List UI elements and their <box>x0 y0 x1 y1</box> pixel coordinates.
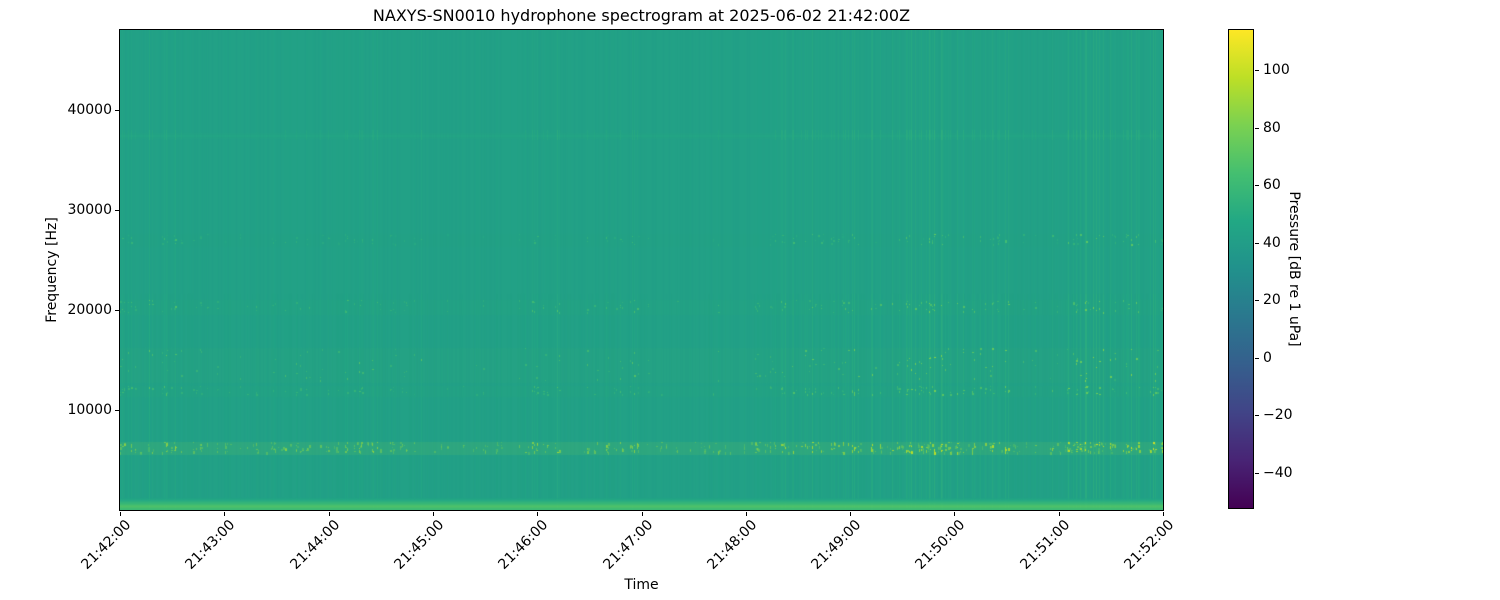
x-tick-mark <box>850 512 851 516</box>
spectrogram-canvas <box>120 30 1163 510</box>
x-tick-label: 21:44:00 <box>287 517 344 573</box>
colorbar-tick-mark <box>1255 70 1259 71</box>
figure-title: NAXYS-SN0010 hydrophone spectrogram at 2… <box>372 6 911 25</box>
x-tick-mark <box>642 512 643 516</box>
colorbar-tick-label: 20 <box>1263 292 1281 308</box>
y-tick-mark <box>115 110 119 111</box>
x-tick-mark <box>433 512 434 516</box>
y-tick-label: 40000 <box>67 102 112 118</box>
plot-area <box>119 29 1164 511</box>
x-tick-label: 21:48:00 <box>704 517 761 573</box>
y-tick-mark <box>115 410 119 411</box>
x-tick-label: 21:50:00 <box>912 517 969 573</box>
x-tick-label: 21:52:00 <box>1121 517 1178 573</box>
colorbar-tick-mark <box>1255 128 1259 129</box>
y-tick-mark <box>115 210 119 211</box>
colorbar-tick-label: −40 <box>1263 465 1293 481</box>
colorbar-tick-label: 40 <box>1263 235 1281 251</box>
x-tick-mark <box>954 512 955 516</box>
x-tick-mark <box>1163 512 1164 516</box>
y-tick-label: 30000 <box>67 202 112 218</box>
colorbar-tick-label: 100 <box>1263 62 1290 78</box>
x-tick-mark <box>224 512 225 516</box>
x-tick-label: 21:47:00 <box>600 517 657 573</box>
x-axis-label: Time <box>624 577 659 593</box>
x-tick-mark <box>537 512 538 516</box>
colorbar <box>1228 29 1254 509</box>
x-tick-mark <box>120 512 121 516</box>
x-tick-label: 21:43:00 <box>182 517 239 573</box>
colorbar-tick-mark <box>1255 473 1259 474</box>
x-tick-label: 21:49:00 <box>808 517 865 573</box>
colorbar-tick-label: −20 <box>1263 407 1293 423</box>
colorbar-gradient <box>1229 30 1253 508</box>
colorbar-tick-label: 0 <box>1263 350 1272 366</box>
x-tick-label: 21:46:00 <box>495 517 552 573</box>
y-tick-label: 10000 <box>67 402 112 418</box>
colorbar-tick-label: 80 <box>1263 120 1281 136</box>
colorbar-tick-mark <box>1255 358 1259 359</box>
y-tick-label: 20000 <box>67 302 112 318</box>
colorbar-label: Pressure [dB re 1 uPa] <box>1286 191 1302 347</box>
x-tick-label: 21:45:00 <box>391 517 448 573</box>
x-tick-mark <box>746 512 747 516</box>
colorbar-tick-mark <box>1255 243 1259 244</box>
colorbar-tick-label: 60 <box>1263 177 1281 193</box>
x-tick-mark <box>329 512 330 516</box>
y-tick-mark <box>115 310 119 311</box>
colorbar-tick-mark <box>1255 185 1259 186</box>
colorbar-tick-mark <box>1255 300 1259 301</box>
x-tick-label: 21:51:00 <box>1017 517 1074 573</box>
x-tick-mark <box>1059 512 1060 516</box>
x-tick-label: 21:42:00 <box>78 517 135 573</box>
y-axis-label: Frequency [Hz] <box>44 217 60 323</box>
colorbar-tick-mark <box>1255 415 1259 416</box>
